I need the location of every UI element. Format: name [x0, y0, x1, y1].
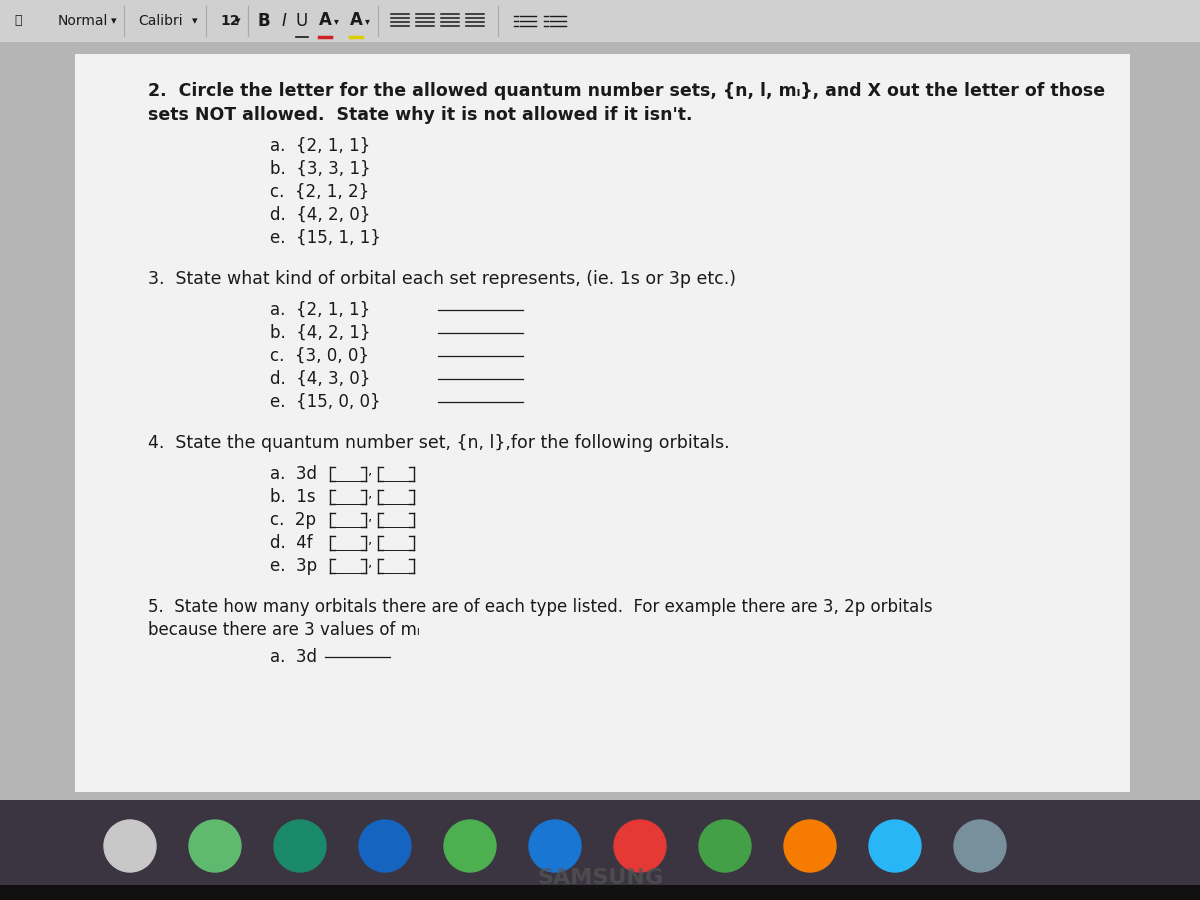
Text: d.  {4, 2, 0}: d. {4, 2, 0}	[270, 206, 371, 224]
Text: a.  {2, 1, 1}: a. {2, 1, 1}	[270, 137, 371, 155]
Text: ,: ,	[368, 509, 372, 523]
FancyBboxPatch shape	[0, 885, 1200, 900]
Text: 🔍: 🔍	[14, 14, 22, 28]
Text: b.  1s: b. 1s	[270, 488, 316, 506]
FancyBboxPatch shape	[0, 0, 1200, 42]
Text: c.  {3, 0, 0}: c. {3, 0, 0}	[270, 347, 370, 365]
Circle shape	[444, 820, 496, 872]
Circle shape	[104, 820, 156, 872]
FancyBboxPatch shape	[0, 800, 1200, 900]
Circle shape	[698, 820, 751, 872]
Circle shape	[529, 820, 581, 872]
Text: c.  {2, 1, 2}: c. {2, 1, 2}	[270, 183, 370, 201]
Circle shape	[190, 820, 241, 872]
Text: sets NOT allowed.  State why it is not allowed if it isn't.: sets NOT allowed. State why it is not al…	[148, 106, 692, 124]
Circle shape	[274, 820, 326, 872]
Text: Calibri: Calibri	[138, 14, 182, 28]
Circle shape	[954, 820, 1006, 872]
Text: SAMSUNG: SAMSUNG	[536, 868, 664, 888]
Text: d.  4f: d. 4f	[270, 534, 313, 552]
Text: ▾: ▾	[334, 16, 338, 26]
Text: ,: ,	[368, 532, 372, 546]
Text: ▾: ▾	[192, 16, 198, 26]
Text: ▾: ▾	[112, 16, 116, 26]
Text: B: B	[258, 12, 270, 30]
Text: e.  3p: e. 3p	[270, 557, 317, 575]
Text: A: A	[349, 11, 362, 29]
Text: a.  3d: a. 3d	[270, 465, 317, 483]
Text: Normal: Normal	[58, 14, 108, 28]
Text: ,: ,	[368, 555, 372, 569]
Text: 3.  State what kind of orbital each set represents, (ie. 1s or 3p etc.): 3. State what kind of orbital each set r…	[148, 270, 736, 288]
Text: ,: ,	[368, 486, 372, 500]
Text: 2.  Circle the letter for the allowed quantum number sets, {n, l, mₗ}, and X out: 2. Circle the letter for the allowed qua…	[148, 82, 1105, 100]
Text: ▾: ▾	[365, 16, 370, 26]
Text: because there are 3 values of mₗ: because there are 3 values of mₗ	[148, 621, 420, 639]
Circle shape	[614, 820, 666, 872]
Text: e.  {15, 1, 1}: e. {15, 1, 1}	[270, 229, 380, 247]
Text: d.  {4, 3, 0}: d. {4, 3, 0}	[270, 370, 371, 388]
Text: ▾: ▾	[235, 16, 241, 26]
Text: A: A	[318, 11, 331, 29]
Text: ,: ,	[368, 463, 372, 477]
Text: U: U	[296, 12, 308, 30]
Circle shape	[359, 820, 410, 872]
Text: 12: 12	[220, 14, 240, 28]
Text: a.  {2, 1, 1}: a. {2, 1, 1}	[270, 301, 371, 319]
Text: b.  {4, 2, 1}: b. {4, 2, 1}	[270, 324, 371, 342]
Text: 4.  State the quantum number set, {n, l},for the following orbitals.: 4. State the quantum number set, {n, l},…	[148, 434, 730, 452]
FancyBboxPatch shape	[74, 54, 1130, 792]
Text: a.  3d: a. 3d	[270, 648, 317, 666]
Text: b.  {3, 3, 1}: b. {3, 3, 1}	[270, 160, 371, 178]
Circle shape	[784, 820, 836, 872]
Circle shape	[869, 820, 922, 872]
Text: e.  {15, 0, 0}: e. {15, 0, 0}	[270, 393, 380, 411]
Text: 5.  State how many orbitals there are of each type listed.  For example there ar: 5. State how many orbitals there are of …	[148, 598, 932, 616]
Text: c.  2p: c. 2p	[270, 511, 316, 529]
FancyBboxPatch shape	[0, 42, 1200, 900]
Text: I: I	[282, 12, 287, 30]
